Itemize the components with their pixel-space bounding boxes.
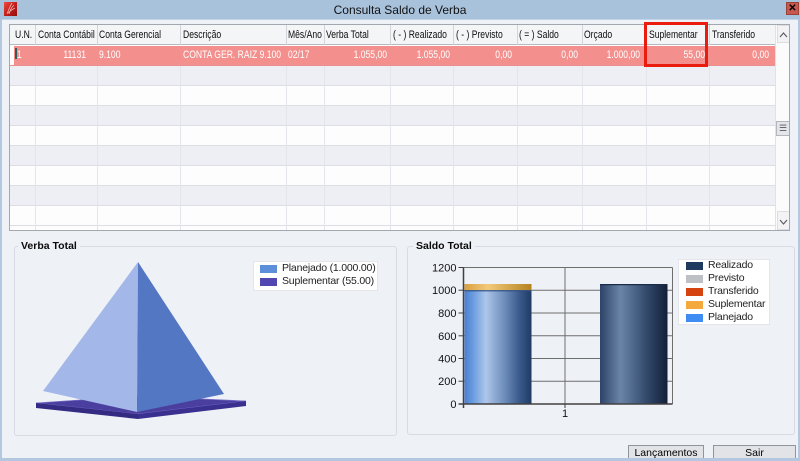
svg-text:800: 800 xyxy=(438,308,456,320)
svg-text:1: 1 xyxy=(562,408,568,420)
svg-text:600: 600 xyxy=(438,331,456,343)
svg-text:400: 400 xyxy=(438,354,456,366)
svg-text:200: 200 xyxy=(438,376,456,388)
svg-text:1000: 1000 xyxy=(432,285,456,297)
svg-text:1200: 1200 xyxy=(432,263,456,275)
svg-text:0: 0 xyxy=(450,399,456,411)
